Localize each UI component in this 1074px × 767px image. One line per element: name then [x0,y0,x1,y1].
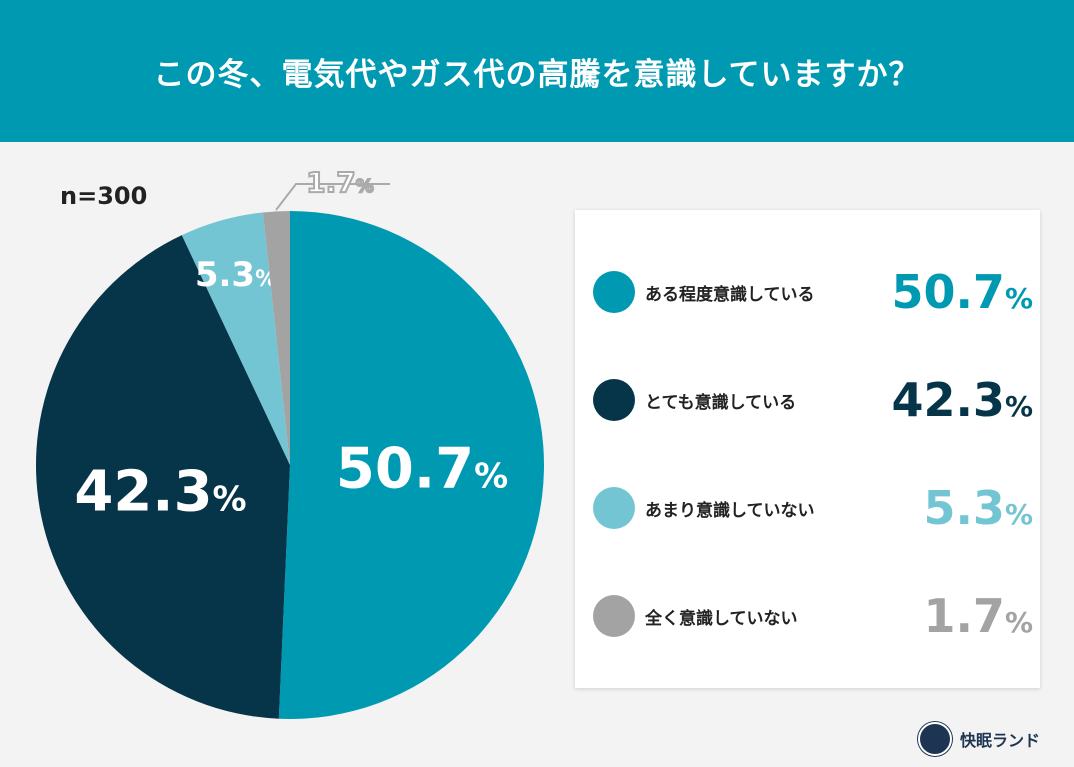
legend-swatch [593,379,635,421]
sample-size: n=300 [60,182,148,210]
legend-swatch [593,271,635,313]
legend-item: とても意識している 42.3% [593,370,1033,430]
pie-slice-1 [35,235,291,719]
legend-label: あまり意識していない [645,500,815,521]
legend: ある程度意識している 50.7% とても意識している 42.3% あまり意識して… [575,210,1040,688]
pie-slice-0 [278,211,544,719]
legend-label: 全く意識していない [645,608,798,629]
legend-value: 1.7% [923,589,1033,643]
legend-swatch [593,595,635,637]
leader-line [275,183,390,211]
brand-logo-icon [918,722,952,756]
legend-item: 全く意識していない 1.7% [593,586,1033,646]
brand-name: 快眠ランド [960,731,1041,750]
pie-slice-2 [181,212,290,465]
legend-label: ある程度意識している [645,284,815,305]
legend-swatch [593,487,635,529]
legend-value: 50.7% [891,265,1033,319]
legend-item: あまり意識していない 5.3% [593,478,1033,538]
pie-slice-3 [262,211,290,465]
legend-value: 5.3% [923,481,1033,535]
data-label-3: 1.7% [306,166,374,199]
pie-chart: 50.7%42.3%5.3%1.7% [35,165,544,719]
legend-item: ある程度意識している 50.7% [593,262,1033,322]
brand: 快眠ランド [918,722,1040,756]
legend-value: 42.3% [891,373,1033,427]
legend-label: とても意識している [645,392,797,413]
page-title: この冬、電気代やガス代の高騰を意識していますか？ [0,0,1074,142]
